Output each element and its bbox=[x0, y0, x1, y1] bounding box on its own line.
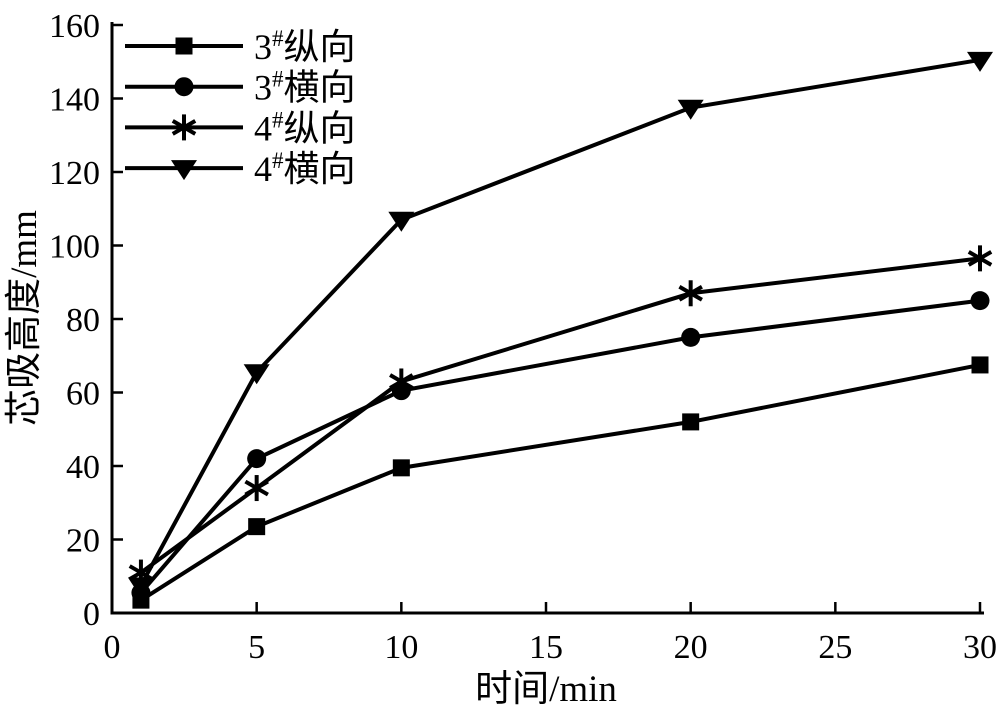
series-marker-triangle-down bbox=[243, 364, 270, 385]
legend: 3#纵向3#横向4#纵向4#横向 bbox=[125, 26, 356, 189]
legend-item: 3#纵向 bbox=[125, 26, 356, 67]
y-axis-label: 芯吸高度/mm bbox=[3, 210, 45, 426]
y-tick-label: 60 bbox=[66, 376, 100, 413]
x-tick-label: 10 bbox=[384, 629, 418, 666]
series-marker-circle bbox=[681, 327, 701, 347]
series-marker-square bbox=[175, 37, 193, 55]
series-marker-asterisk-spoke bbox=[389, 373, 414, 390]
series-layer bbox=[127, 51, 993, 609]
series-marker-asterisk-spoke bbox=[967, 250, 993, 267]
series-marker-asterisk-spoke bbox=[128, 564, 154, 581]
series-marker-asterisk-spoke bbox=[244, 479, 269, 497]
x-tick-label: 30 bbox=[963, 629, 997, 666]
x-axis-label: 时间/min bbox=[475, 669, 617, 710]
y-tick-label: 40 bbox=[66, 449, 100, 486]
series-marker-square bbox=[682, 413, 700, 431]
series-marker-triangle-down bbox=[171, 160, 197, 181]
y-tick-label: 80 bbox=[66, 302, 100, 339]
series-markers bbox=[127, 51, 993, 598]
y-tick-label: 160 bbox=[49, 8, 100, 45]
y-tick-label: 0 bbox=[83, 596, 100, 633]
series-marker-circle bbox=[174, 77, 194, 97]
x-tick-label: 15 bbox=[529, 629, 563, 666]
legend-item: 3#横向 bbox=[125, 67, 356, 108]
legend-item: 4#横向 bbox=[125, 148, 356, 189]
series-marker-circle bbox=[247, 449, 267, 469]
series-marker-triangle-down bbox=[967, 51, 993, 72]
series-line bbox=[139, 298, 981, 595]
y-tick-label: 20 bbox=[66, 523, 100, 560]
series-marker-triangle-down bbox=[388, 211, 415, 232]
series-marker-triangle-down bbox=[677, 99, 704, 120]
series-markers bbox=[131, 291, 990, 603]
y-tick-label: 100 bbox=[49, 229, 100, 266]
series-marker-asterisk-spoke bbox=[678, 285, 703, 302]
y-tick-label: 140 bbox=[49, 82, 100, 119]
series-marker-square bbox=[971, 356, 989, 374]
legend-item: 4#纵向 bbox=[125, 107, 356, 148]
x-tick-label: 0 bbox=[104, 629, 121, 666]
y-tick-label: 120 bbox=[49, 155, 100, 192]
series-line bbox=[139, 256, 981, 575]
x-tick-label: 20 bbox=[674, 629, 708, 666]
legend-label: 3#横向 bbox=[254, 67, 356, 108]
legend-label: 4#纵向 bbox=[254, 107, 356, 148]
series-marker-circle bbox=[970, 291, 990, 311]
axes-layer: 0 5 10 15 20 25 30 0 20 40 60 80 100 120 140 160 bbox=[49, 8, 997, 666]
series-marker-square bbox=[392, 459, 410, 477]
legend-label: 3#纵向 bbox=[254, 26, 356, 67]
series-marker-asterisk-spoke bbox=[171, 119, 197, 136]
legend-label: 4#横向 bbox=[254, 148, 356, 189]
x-tick-label: 5 bbox=[248, 629, 265, 666]
series-marker-triangle-down bbox=[127, 577, 154, 598]
series-marker-square bbox=[248, 518, 266, 536]
x-tick-label: 25 bbox=[818, 629, 852, 666]
